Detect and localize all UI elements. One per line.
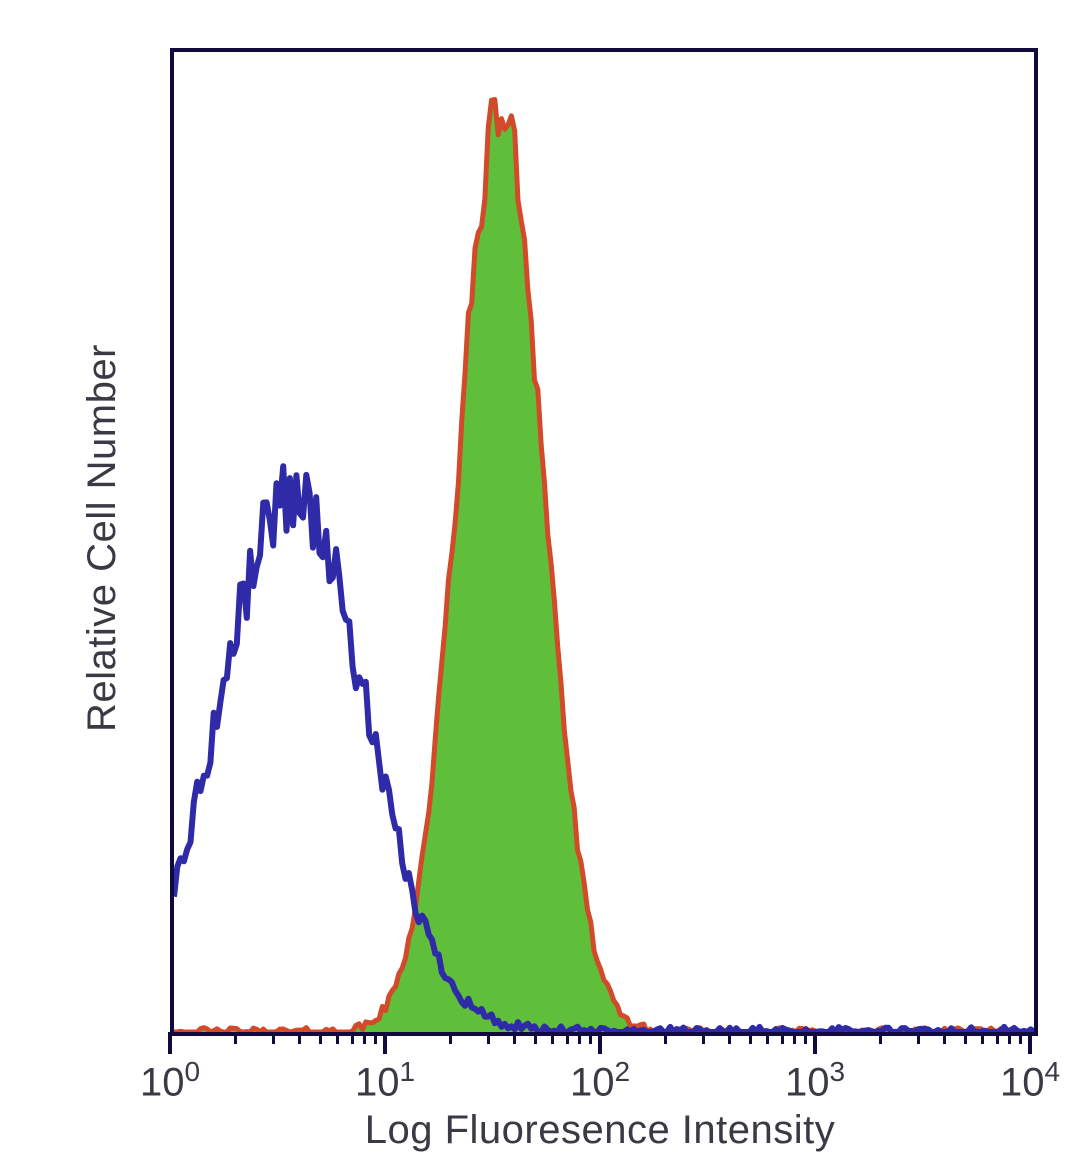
y-axis-label: Relative Cell Number: [80, 278, 125, 798]
x-minor-tick: [589, 1032, 592, 1044]
plot-area: [170, 48, 1038, 1036]
x-minor-tick: [351, 1032, 354, 1044]
x-minor-tick: [319, 1032, 322, 1044]
x-minor-tick: [766, 1032, 769, 1044]
x-minor-tick: [336, 1032, 339, 1044]
x-minor-tick: [449, 1032, 452, 1044]
x-minor-tick: [964, 1032, 967, 1044]
x-minor-tick: [749, 1032, 752, 1044]
x-minor-tick: [1019, 1032, 1022, 1044]
x-major-tick: [1028, 1032, 1032, 1054]
x-minor-tick: [374, 1032, 377, 1044]
x-minor-tick: [487, 1032, 490, 1044]
x-tick-label: 102: [560, 1056, 640, 1105]
x-major-tick: [813, 1032, 817, 1054]
control-histogram-outline: [174, 466, 1034, 1032]
x-minor-tick: [702, 1032, 705, 1044]
x-minor-tick: [728, 1032, 731, 1044]
x-minor-tick: [534, 1032, 537, 1044]
x-minor-tick: [879, 1032, 882, 1044]
x-minor-tick: [272, 1032, 275, 1044]
histogram-svg: [174, 52, 1034, 1032]
x-tick-label: 103: [775, 1056, 855, 1105]
x-minor-tick: [234, 1032, 237, 1044]
figure-container: Relative Cell Number Log Fluoresence Int…: [0, 0, 1080, 1168]
stained-histogram-fill: [174, 100, 1034, 1033]
x-minor-tick: [981, 1032, 984, 1044]
x-minor-tick: [578, 1032, 581, 1044]
x-minor-tick: [664, 1032, 667, 1044]
x-minor-tick: [513, 1032, 516, 1044]
x-minor-tick: [917, 1032, 920, 1044]
x-major-tick: [598, 1032, 602, 1054]
x-minor-tick: [1008, 1032, 1011, 1044]
x-minor-tick: [551, 1032, 554, 1044]
x-tick-label: 100: [130, 1056, 210, 1105]
x-minor-tick: [793, 1032, 796, 1044]
x-tick-label: 101: [345, 1056, 425, 1105]
x-tick-label: 104: [990, 1056, 1070, 1105]
x-minor-tick: [298, 1032, 301, 1044]
x-minor-tick: [996, 1032, 999, 1044]
x-minor-tick: [943, 1032, 946, 1044]
x-major-tick: [383, 1032, 387, 1054]
x-minor-tick: [363, 1032, 366, 1044]
x-minor-tick: [804, 1032, 807, 1044]
x-minor-tick: [781, 1032, 784, 1044]
x-major-tick: [168, 1032, 172, 1054]
x-axis-label: Log Fluoresence Intensity: [300, 1108, 900, 1153]
x-minor-tick: [566, 1032, 569, 1044]
stained-histogram-outline: [174, 100, 1034, 1033]
